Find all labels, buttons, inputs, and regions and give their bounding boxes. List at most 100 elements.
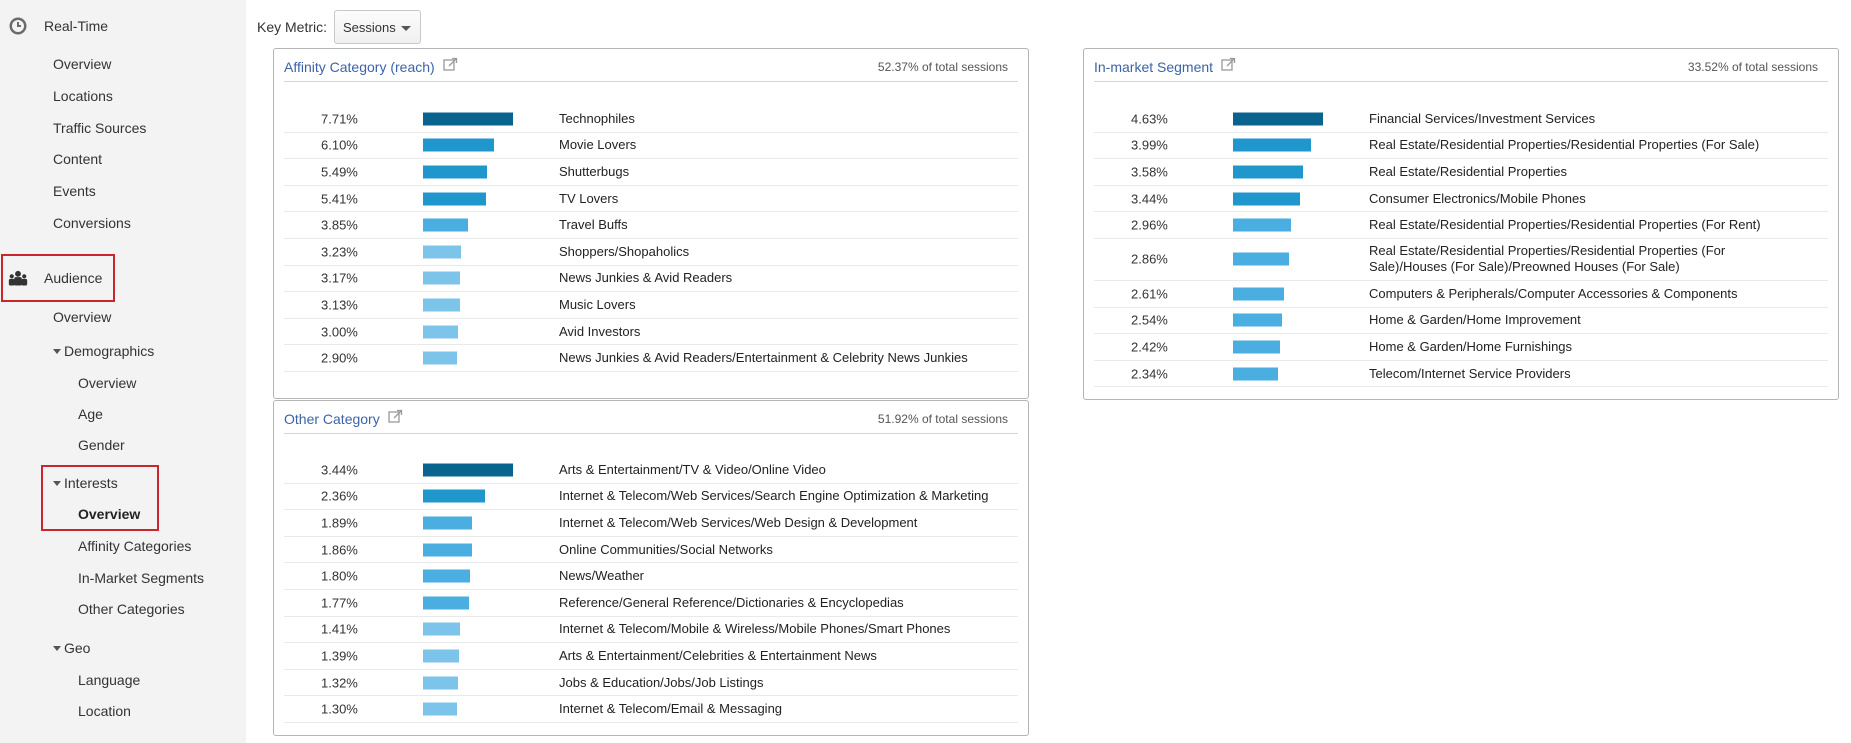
- row-percent: 1.39%: [321, 648, 358, 664]
- table-row[interactable]: 2.42% Home & Garden/Home Furnishings: [1094, 334, 1828, 361]
- row-percent: 1.30%: [321, 701, 358, 717]
- row-bar: [1233, 112, 1323, 126]
- table-row[interactable]: 1.86% Online Communities/Social Networks: [284, 537, 1018, 564]
- nav-group-geo[interactable]: Geo: [53, 640, 90, 656]
- row-label: Home & Garden/Home Improvement: [1369, 312, 1581, 328]
- table-row[interactable]: 2.54% Home & Garden/Home Improvement: [1094, 308, 1828, 335]
- table-row[interactable]: 3.00% Avid Investors: [284, 319, 1018, 346]
- key-metric-control: Key Metric: Sessions: [257, 10, 422, 44]
- row-bar: [1233, 340, 1280, 354]
- demographics-item-age[interactable]: Age: [78, 406, 103, 422]
- table-row[interactable]: 1.30% Internet & Telecom/Email & Messagin…: [284, 696, 1018, 723]
- table-row[interactable]: 6.10% Movie Lovers: [284, 133, 1018, 160]
- key-metric-select[interactable]: Sessions: [334, 10, 422, 44]
- table-row[interactable]: 1.89% Internet & Telecom/Web Services/Web…: [284, 510, 1018, 537]
- row-bar: [1233, 252, 1289, 266]
- geo-item-language[interactable]: Language: [78, 672, 141, 688]
- table-row[interactable]: 4.63% Financial Services/Investment Servi…: [1094, 106, 1828, 133]
- row-label: Jobs & Education/Jobs/Job Listings: [559, 674, 764, 690]
- panel-title-link[interactable]: Affinity Category (reach): [284, 57, 458, 77]
- row-bar: [423, 218, 468, 232]
- realtime-item-content[interactable]: Content: [53, 151, 103, 167]
- audience-item-overview[interactable]: Overview: [53, 309, 112, 325]
- table-row[interactable]: 2.36% Internet & Telecom/Web Services/Sea…: [284, 484, 1018, 511]
- row-percent: 3.13%: [321, 297, 358, 313]
- realtime-item-traffic-sources[interactable]: Traffic Sources: [53, 120, 147, 136]
- demographics-item-gender[interactable]: Gender: [78, 437, 125, 453]
- geo-item-location[interactable]: Location: [78, 703, 131, 719]
- panel-percent-of-total: 33.52% of total sessions: [1687, 60, 1818, 74]
- realtime-item-conversions[interactable]: Conversions: [53, 215, 131, 231]
- row-percent: 1.86%: [321, 542, 358, 558]
- external-link-icon[interactable]: [443, 57, 458, 75]
- table-row[interactable]: 2.86% Real Estate/Residential Properties/…: [1094, 239, 1828, 281]
- interests-item-overview[interactable]: Overview: [78, 506, 141, 522]
- interests-item-affinity-categories[interactable]: Affinity Categories: [78, 538, 192, 554]
- table-row[interactable]: 5.49% Shutterbugs: [284, 159, 1018, 186]
- table-row[interactable]: 7.71% Technophiles: [284, 106, 1018, 133]
- table-row[interactable]: 3.44% Arts & Entertainment/TV & Video/Onl…: [284, 457, 1018, 484]
- row-label: Avid Investors: [559, 323, 641, 339]
- table-row[interactable]: 1.80% News/Weather: [284, 563, 1018, 590]
- table-row[interactable]: 2.90% News Junkies & Avid Readers/Enterta…: [284, 345, 1018, 372]
- realtime-item-overview[interactable]: Overview: [53, 56, 112, 72]
- panel-percent-of-total: 51.92% of total sessions: [877, 412, 1008, 426]
- nav-group-interests[interactable]: Interests: [53, 475, 118, 491]
- nav-section-audience[interactable]: Audience: [0, 258, 246, 298]
- row-bar: [1233, 192, 1300, 206]
- row-percent: 3.44%: [321, 462, 358, 478]
- row-label: Reference/General Reference/Dictionaries…: [559, 594, 904, 610]
- row-label: News/Weather: [559, 568, 645, 584]
- table-row[interactable]: 1.32% Jobs & Education/Jobs/Job Listings: [284, 670, 1018, 697]
- table-row[interactable]: 1.41% Internet & Telecom/Mobile & Wireles…: [284, 617, 1018, 644]
- panel-title-link[interactable]: In-market Segment: [1094, 57, 1236, 77]
- panel-header: Other Category 51.92% of total sessions: [284, 401, 1018, 434]
- row-label: Financial Services/Investment Services: [1369, 110, 1596, 126]
- row-bar: [423, 351, 457, 365]
- row-percent: 3.00%: [321, 324, 358, 340]
- row-percent: 4.63%: [1131, 111, 1168, 127]
- table-row[interactable]: 1.39% Arts & Entertainment/Celebrities & …: [284, 643, 1018, 670]
- row-percent: 6.10%: [321, 137, 358, 153]
- table-row[interactable]: 2.61% Computers & Peripherals/Computer Ac…: [1094, 281, 1828, 308]
- table-row[interactable]: 3.17% News Junkies & Avid Readers: [284, 266, 1018, 293]
- table-row[interactable]: 3.85% Travel Buffs: [284, 212, 1018, 239]
- table-row[interactable]: 3.99% Real Estate/Residential Properties/…: [1094, 133, 1828, 160]
- panel-title-link[interactable]: Other Category: [284, 409, 403, 429]
- external-link-icon[interactable]: [388, 409, 403, 427]
- row-bar: [1233, 367, 1278, 381]
- row-label: Consumer Electronics/Mobile Phones: [1369, 190, 1586, 206]
- table-row[interactable]: 3.44% Consumer Electronics/Mobile Phones: [1094, 186, 1828, 213]
- interests-item-other-categories[interactable]: Other Categories: [78, 601, 185, 617]
- key-metric-label: Key Metric:: [257, 19, 328, 35]
- row-label: Internet & Telecom/Email & Messaging: [559, 701, 783, 717]
- row-percent: 3.85%: [321, 217, 358, 233]
- nav-section-realtime[interactable]: Real-Time: [0, 6, 246, 46]
- row-label: Real Estate/Residential Properties/Resid…: [1369, 217, 1761, 233]
- demographics-item-overview[interactable]: Overview: [78, 375, 137, 391]
- table-row[interactable]: 2.96% Real Estate/Residential Properties/…: [1094, 212, 1828, 239]
- nav-group-demographics[interactable]: Demographics: [53, 343, 154, 359]
- table-row[interactable]: 2.34% Telecom/Internet Service Providers: [1094, 361, 1828, 388]
- table-row[interactable]: 3.13% Music Lovers: [284, 292, 1018, 319]
- sidebar: Real-Time Overview Locations Traffic Sou…: [0, 0, 246, 743]
- row-percent: 5.49%: [321, 164, 358, 180]
- interests-item-in-market-segments[interactable]: In-Market Segments: [78, 570, 205, 586]
- table-row[interactable]: 3.23% Shoppers/Shopaholics: [284, 239, 1018, 266]
- panel-in-market: In-market Segment 33.52% of total sessio…: [1083, 48, 1839, 400]
- caret-down-icon: [53, 480, 61, 486]
- table-row[interactable]: 5.41% TV Lovers: [284, 186, 1018, 213]
- realtime-item-events[interactable]: Events: [53, 183, 96, 199]
- row-label: Internet & Telecom/Web Services/Web Desi…: [559, 514, 918, 530]
- table-row[interactable]: 3.58% Real Estate/Residential Properties: [1094, 159, 1828, 186]
- row-percent: 1.80%: [321, 568, 358, 584]
- row-percent: 3.99%: [1131, 137, 1168, 153]
- row-bar: [423, 165, 487, 179]
- row-percent: 3.23%: [321, 244, 358, 260]
- table-row[interactable]: 1.77% Reference/General Reference/Diction…: [284, 590, 1018, 617]
- row-bar: [423, 463, 513, 477]
- external-link-icon[interactable]: [1221, 57, 1236, 75]
- row-percent: 1.32%: [321, 675, 358, 691]
- row-label: Travel Buffs: [559, 217, 628, 233]
- realtime-item-locations[interactable]: Locations: [53, 88, 113, 104]
